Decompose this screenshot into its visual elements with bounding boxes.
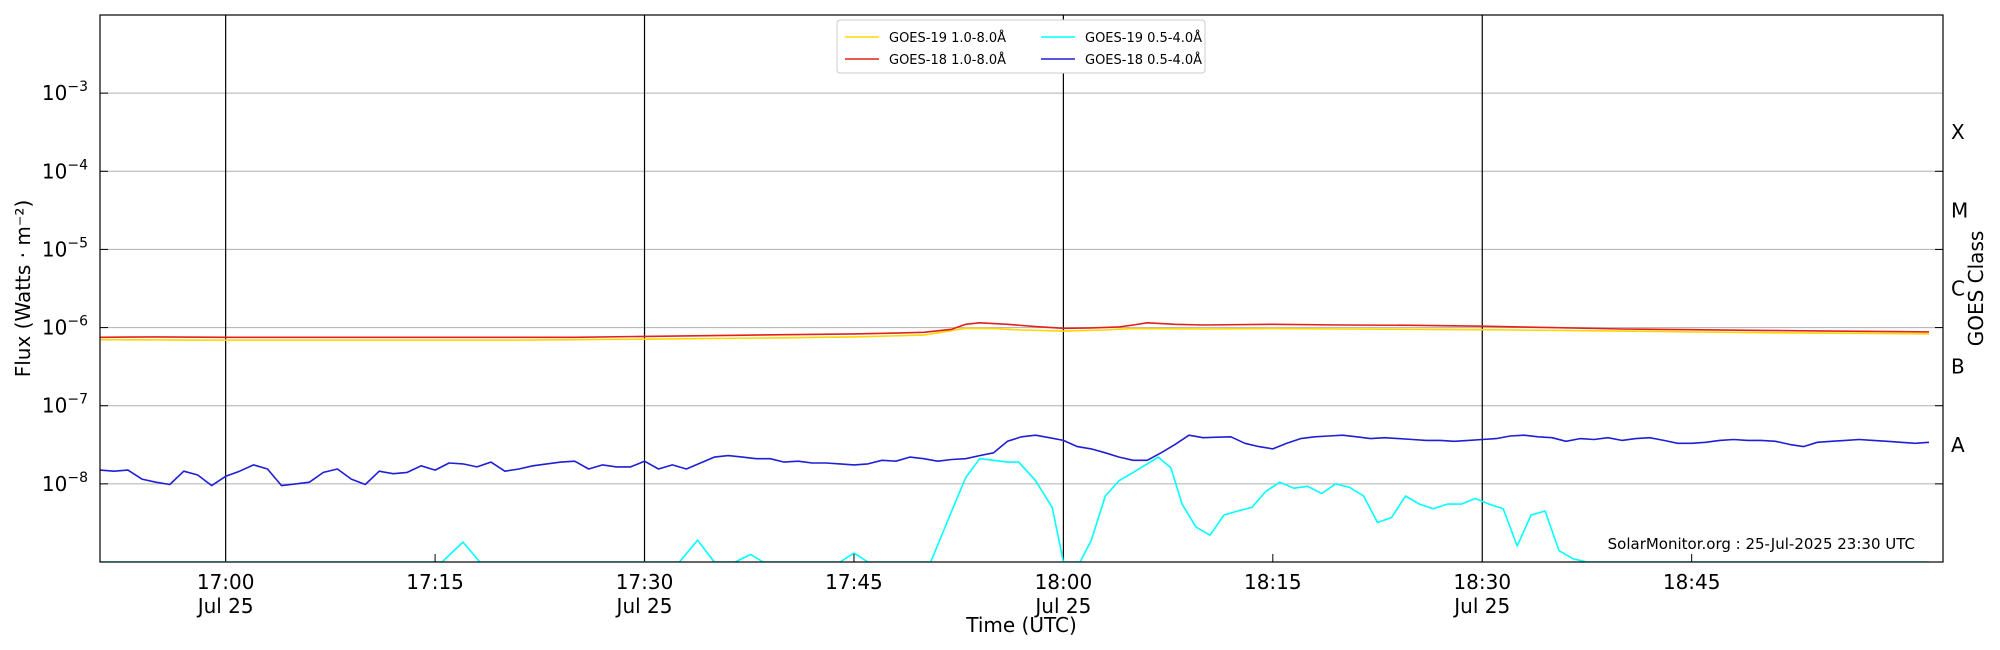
- legend-label: GOES-18 0.5-4.0Å: [1085, 52, 1202, 68]
- x-tick-label: 17:30: [616, 570, 674, 594]
- goes-class-label: GOES Class: [1964, 231, 1988, 347]
- y-axis-ticks: 10−8 10−7 10−6 10−5 10−4 10−3: [42, 79, 108, 496]
- legend[interactable]: GOES-19 1.0-8.0Å GOES-18 1.0-8.0Å GOES-19 …: [836, 19, 1206, 74]
- data-series: [100, 321, 1930, 562]
- y-tick-label: 10−8: [42, 470, 88, 496]
- legend-label: GOES-19 1.0-8.0Å: [889, 30, 1006, 46]
- plot-frame: [99, 14, 1944, 563]
- day-marker-lines: [225, 15, 1483, 562]
- x-tick-date-label: Jul 25: [1452, 594, 1510, 618]
- y-tick-label: 10−3: [42, 79, 88, 105]
- x-tick-label: 18:30: [1453, 570, 1511, 594]
- x-tick-label: 17:45: [825, 570, 883, 594]
- legend-label: GOES-19 0.5-4.0Å: [1085, 30, 1202, 46]
- goes-class-M: M: [1951, 198, 1968, 222]
- x-tick-label: 18:15: [1244, 570, 1302, 594]
- y-tick-label: 10−5: [42, 235, 88, 261]
- x-tick-label: 17:00: [197, 570, 255, 594]
- series-line-1: [100, 327, 1930, 342]
- x-tick-label: 18:45: [1663, 570, 1721, 594]
- goes-class-B: B: [1951, 355, 1965, 379]
- y-axis-label: Flux (Watts · m⁻²): [11, 200, 35, 378]
- grid-lines: [100, 92, 1943, 485]
- y-tick-label: 10−7: [42, 392, 88, 418]
- series-line-3: [100, 456, 1929, 562]
- x-tick-date-label: Jul 25: [196, 594, 254, 618]
- goes-class-A: A: [1951, 433, 1965, 457]
- x-tick-label: 17:15: [406, 570, 464, 594]
- goes-class-C: C: [1951, 277, 1965, 301]
- legend-box: [836, 19, 1206, 74]
- goes-class-axis: A B C M X: [1935, 120, 1968, 485]
- goes-class-X: X: [1951, 120, 1965, 144]
- y-tick-label: 10−6: [42, 314, 88, 340]
- x-tick-date-label: Jul 25: [1033, 594, 1091, 618]
- y-tick-label: 10−4: [42, 157, 88, 183]
- source-annotation: SolarMonitor.org : 25-Jul-2025 23:30 UTC: [1608, 535, 1915, 553]
- x-axis-label: Time (UTC): [965, 613, 1077, 637]
- series-line-2: [100, 321, 1930, 339]
- series-line-4: [100, 434, 1930, 487]
- x-tick-label: 18:00: [1035, 570, 1093, 594]
- legend-label: GOES-18 1.0-8.0Å: [889, 52, 1006, 68]
- x-tick-date-label: Jul 25: [615, 594, 673, 618]
